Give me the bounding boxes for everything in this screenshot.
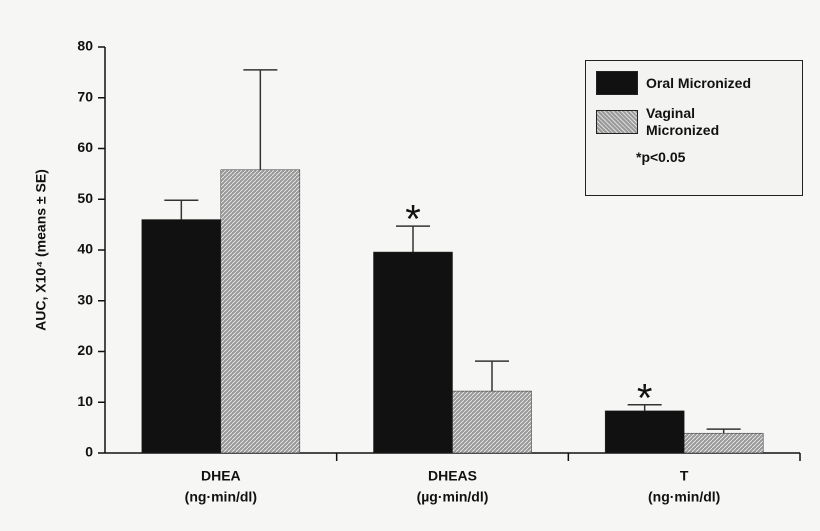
legend-label: Vaginal Micronized — [646, 105, 720, 138]
legend-label: Oral Micronized — [646, 74, 752, 91]
x-tick-label: T — [680, 468, 689, 484]
bar — [683, 432, 764, 454]
y-tick-label: 60 — [77, 139, 93, 155]
x-tick-unit: (µg·min/dl) — [417, 489, 489, 505]
y-tick-label: 0 — [85, 444, 93, 460]
y-axis-label: AUC, X10⁴ (means ± SE) — [33, 169, 49, 331]
legend-item: Vaginal Micronized — [596, 105, 792, 139]
significance-marker: * — [637, 376, 653, 420]
legend-swatch — [596, 71, 638, 95]
bar — [220, 169, 301, 454]
significance-marker: * — [405, 198, 421, 242]
legend-swatch — [596, 110, 638, 134]
y-tick-label: 40 — [77, 241, 93, 257]
legend-note: *p<0.05 — [636, 149, 686, 165]
bar — [604, 410, 685, 454]
y-tick-label: 30 — [77, 291, 93, 307]
x-tick-unit: (ng·min/dl) — [185, 489, 257, 505]
y-tick-label: 70 — [77, 88, 93, 104]
y-tick-label: 80 — [77, 38, 93, 54]
x-tick-unit: (ng·min/dl) — [648, 489, 720, 505]
x-tick-label: DHEAS — [428, 468, 477, 484]
x-tick-label: DHEA — [201, 468, 241, 484]
y-tick-label: 50 — [77, 190, 93, 206]
y-tick-label: 20 — [77, 342, 93, 358]
legend-item: Oral Micronized — [596, 71, 792, 95]
y-tick-label: 10 — [77, 393, 93, 409]
legend: Oral Micronized Vaginal Micronized *p<0.05 — [585, 60, 803, 196]
bar — [141, 219, 222, 454]
bar — [373, 251, 453, 454]
bar — [452, 390, 532, 454]
